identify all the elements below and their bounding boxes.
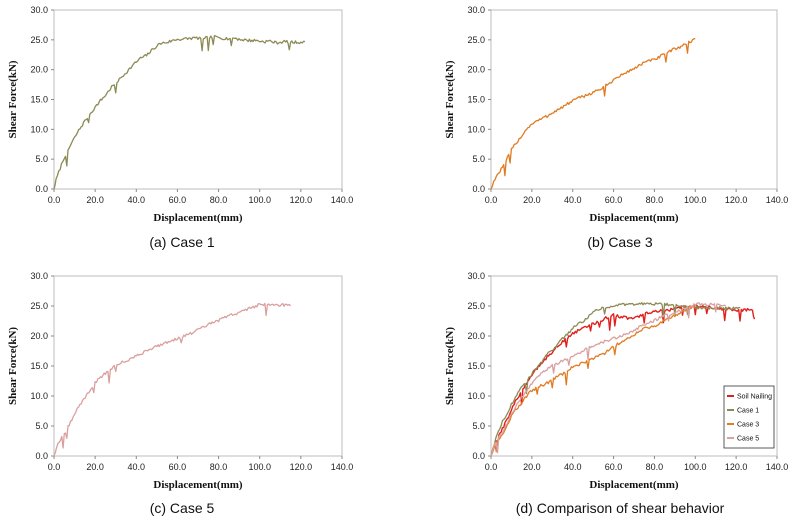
x-tick-label: 0.0 <box>485 195 498 205</box>
y-tick-label: 30.0 <box>30 271 48 281</box>
y-tick-label: 15.0 <box>467 361 485 371</box>
x-tick-label: 20.0 <box>523 462 541 472</box>
y-axis-title: Shear Force(kN) <box>7 327 19 405</box>
plot-area <box>53 275 343 457</box>
x-tick-label: 140.0 <box>331 462 354 472</box>
x-tick-label: 140.0 <box>766 195 789 205</box>
legend: Soil Nailing Case 1 Case 3 Case 5 <box>723 385 775 449</box>
y-tick-label: 30.0 <box>467 271 485 281</box>
y-tick-label: 0.0 <box>472 451 485 461</box>
x-axis-title: Displacement(mm) <box>589 212 679 224</box>
x-tick-label: 80.0 <box>646 195 664 205</box>
x-tick-label: 120.0 <box>725 462 748 472</box>
x-tick-label: 0.0 <box>48 195 61 205</box>
y-tick-label: 20.0 <box>30 65 48 75</box>
y-tick-label: 20.0 <box>30 331 48 341</box>
y-tick-label: 30.0 <box>467 5 485 15</box>
x-tick-label: 60.0 <box>169 462 187 472</box>
series-line-1 <box>490 37 696 190</box>
x-axis-title: Displacement(mm) <box>589 479 679 491</box>
y-tick-label: 15.0 <box>30 361 48 371</box>
y-axis-title: Shear Force(kN) <box>444 327 456 405</box>
legend-label: Case 5 <box>737 436 759 443</box>
y-tick-label: 10.0 <box>30 124 48 134</box>
x-tick-label: 120.0 <box>290 195 313 205</box>
y-tick-label: 25.0 <box>467 35 485 45</box>
chart-panel-2: 0.0 5.0 10.0 15.0 20.0 25.0 30.0 0.0 20.0 40.0 60.… <box>444 5 788 250</box>
x-tick-label: 40.0 <box>564 195 582 205</box>
x-axis-title: Displacement(mm) <box>153 479 243 491</box>
y-tick-label: 5.0 <box>472 154 485 164</box>
chart-caption: (d) Comparison of shear behavior <box>516 500 725 516</box>
y-tick-label: 25.0 <box>467 301 485 311</box>
chart-panel-1: 0.0 5.0 10.0 15.0 20.0 25.0 30.0 0.0 20.0 40.0 60.… <box>7 5 353 250</box>
y-tick-label: 25.0 <box>30 301 48 311</box>
y-tick-label: 0.0 <box>35 184 48 194</box>
series-line-1 <box>53 34 306 190</box>
x-tick-label: 80.0 <box>210 195 228 205</box>
series-line-1 <box>53 302 292 457</box>
y-tick-label: 30.0 <box>30 5 48 15</box>
plot-area <box>490 9 778 190</box>
series-line-soil-nailing <box>490 304 756 457</box>
x-tick-label: 100.0 <box>248 195 271 205</box>
x-tick-label: 100.0 <box>248 462 271 472</box>
y-tick-label: 5.0 <box>472 421 485 431</box>
x-tick-label: 80.0 <box>210 462 228 472</box>
x-tick-label: 20.0 <box>86 462 104 472</box>
x-tick-label: 100.0 <box>684 462 707 472</box>
x-tick-label: 60.0 <box>605 462 623 472</box>
chart-caption: (a) Case 1 <box>149 234 215 250</box>
chart-panel-4: 0.0 5.0 10.0 15.0 20.0 25.0 30.0 0.0 20.0 40.0 60.… <box>444 271 788 516</box>
y-tick-label: 20.0 <box>467 331 485 341</box>
series-line-case-3 <box>490 304 696 457</box>
x-tick-label: 0.0 <box>485 462 498 472</box>
y-tick-label: 25.0 <box>30 35 48 45</box>
x-tick-label: 120.0 <box>725 195 748 205</box>
x-tick-label: 140.0 <box>331 195 354 205</box>
x-tick-label: 80.0 <box>646 462 664 472</box>
y-tick-label: 15.0 <box>467 95 485 105</box>
x-tick-label: 100.0 <box>684 195 707 205</box>
y-tick-label: 15.0 <box>30 95 48 105</box>
x-tick-label: 40.0 <box>128 195 146 205</box>
legend-label: Soil Nailing <box>737 394 772 401</box>
x-tick-label: 40.0 <box>564 462 582 472</box>
chart-caption: (b) Case 3 <box>587 234 653 250</box>
legend-label: Case 3 <box>737 422 759 429</box>
chart-caption: (c) Case 5 <box>150 500 215 516</box>
y-tick-label: 20.0 <box>467 65 485 75</box>
x-tick-label: 20.0 <box>523 195 541 205</box>
y-axis-title: Shear Force(kN) <box>7 60 19 138</box>
x-tick-label: 60.0 <box>605 195 623 205</box>
y-tick-label: 0.0 <box>472 184 485 194</box>
x-tick-label: 0.0 <box>48 462 61 472</box>
x-tick-label: 120.0 <box>290 462 313 472</box>
x-tick-label: 60.0 <box>169 195 187 205</box>
series-line-case-1 <box>490 302 741 457</box>
y-tick-label: 10.0 <box>467 124 485 134</box>
series-line-case-5 <box>490 302 727 457</box>
y-tick-label: 10.0 <box>30 391 48 401</box>
plot-area <box>53 9 343 190</box>
x-tick-label: 40.0 <box>128 462 146 472</box>
x-tick-label: 20.0 <box>86 195 104 205</box>
x-axis-title: Displacement(mm) <box>153 212 243 224</box>
chart-panel-3: 0.0 5.0 10.0 15.0 20.0 25.0 30.0 0.0 20.0 40.0 60.… <box>7 271 353 516</box>
y-tick-label: 10.0 <box>467 391 485 401</box>
y-tick-label: 0.0 <box>35 451 48 461</box>
y-tick-label: 5.0 <box>35 154 48 164</box>
x-tick-label: 140.0 <box>766 462 789 472</box>
y-axis-title: Shear Force(kN) <box>444 60 456 138</box>
y-tick-label: 5.0 <box>35 421 48 431</box>
legend-label: Case 1 <box>737 408 759 415</box>
